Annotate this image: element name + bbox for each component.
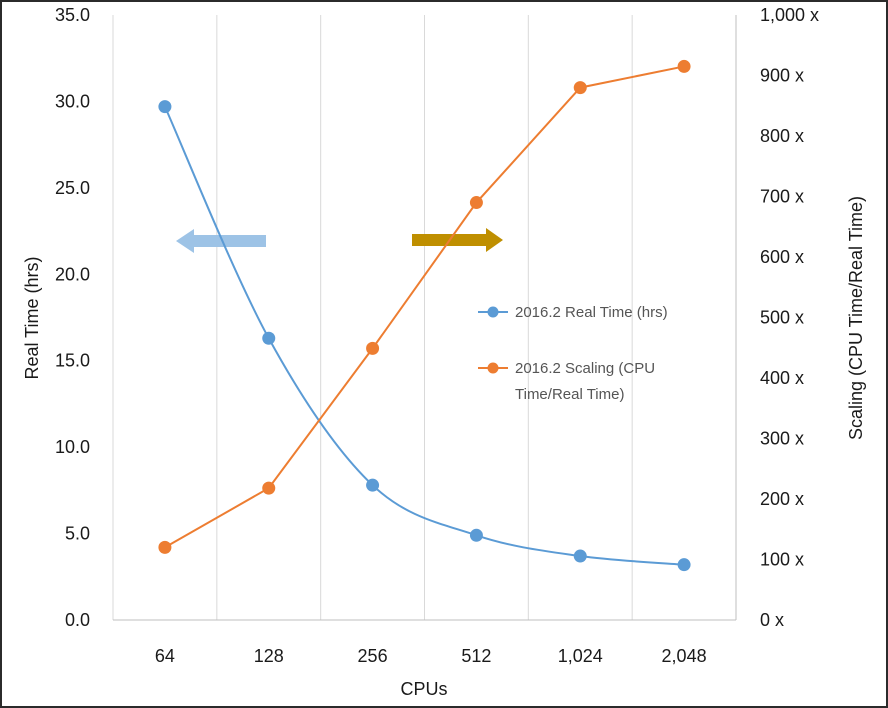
y2-tick-label: 0 x <box>760 610 784 630</box>
x-tick-label: 64 <box>155 646 175 666</box>
series <box>158 59 691 572</box>
y-tick-label: 15.0 <box>55 351 90 371</box>
y2-tick-label: 300 x <box>760 429 804 449</box>
data-point <box>262 481 276 495</box>
y-tick-label: 35.0 <box>55 5 90 25</box>
x-tick-label: 512 <box>461 646 491 666</box>
legend-label-scaling-line1: 2016.2 Scaling (CPU <box>515 360 655 377</box>
y2-tick-label: 600 x <box>760 247 804 267</box>
x-tick-label: 256 <box>358 646 388 666</box>
data-point <box>469 528 483 542</box>
left-axis-title: Real Time (hrs) <box>22 256 42 379</box>
x-tick-label: 128 <box>254 646 284 666</box>
right-axis-title: Scaling (CPU Time/Real Time) <box>846 196 866 440</box>
x-axis-ticks: 64 128 256 512 1,024 2,048 <box>155 646 707 666</box>
y-tick-label: 20.0 <box>55 264 90 284</box>
data-point <box>366 341 380 355</box>
y-tick-label: 5.0 <box>65 524 90 544</box>
data-point <box>158 540 172 554</box>
y2-tick-label: 900 x <box>760 66 804 86</box>
data-point <box>366 478 380 492</box>
y-tick-label: 25.0 <box>55 178 90 198</box>
y2-tick-label: 700 x <box>760 187 804 207</box>
x-tick-label: 2,048 <box>662 646 707 666</box>
y2-tick-label: 1,000 x <box>760 5 819 25</box>
data-point <box>677 59 691 73</box>
y-tick-label: 10.0 <box>55 437 90 457</box>
y2-tick-label: 200 x <box>760 489 804 509</box>
left-axis-ticks: 0.0 5.0 10.0 15.0 20.0 25.0 30.0 35.0 <box>55 5 90 630</box>
data-point <box>573 549 587 563</box>
legend-label-scaling-line2: Time/Real Time) <box>515 386 624 403</box>
data-point <box>469 196 483 210</box>
legend-item-real-time: 2016.2 Real Time (hrs) <box>478 304 668 321</box>
y2-tick-label: 500 x <box>760 308 804 328</box>
data-point <box>158 100 172 114</box>
axes <box>113 15 737 621</box>
y-tick-label: 30.0 <box>55 91 90 111</box>
y2-tick-label: 400 x <box>760 368 804 388</box>
right-arrow-annotation <box>412 228 503 252</box>
x-tick-label: 1,024 <box>558 646 603 666</box>
legend-label-real-time: 2016.2 Real Time (hrs) <box>515 304 668 321</box>
right-axis-ticks: 0 x 100 x 200 x 300 x 400 x 500 x 600 x 700 x 80… <box>760 5 819 630</box>
data-point <box>677 558 691 572</box>
left-arrow-annotation <box>176 229 266 253</box>
y2-tick-label: 100 x <box>760 550 804 570</box>
data-point <box>573 81 587 95</box>
y2-tick-label: 800 x <box>760 126 804 146</box>
legend: 2016.2 Real Time (hrs) 2016.2 Scaling (C… <box>478 304 668 403</box>
series-line-1 <box>164 65 685 549</box>
x-axis-title: CPUs <box>400 679 447 699</box>
legend-item-scaling: 2016.2 Scaling (CPU Time/Real Time) <box>478 360 655 403</box>
y-tick-label: 0.0 <box>65 610 90 630</box>
data-point <box>262 331 276 345</box>
